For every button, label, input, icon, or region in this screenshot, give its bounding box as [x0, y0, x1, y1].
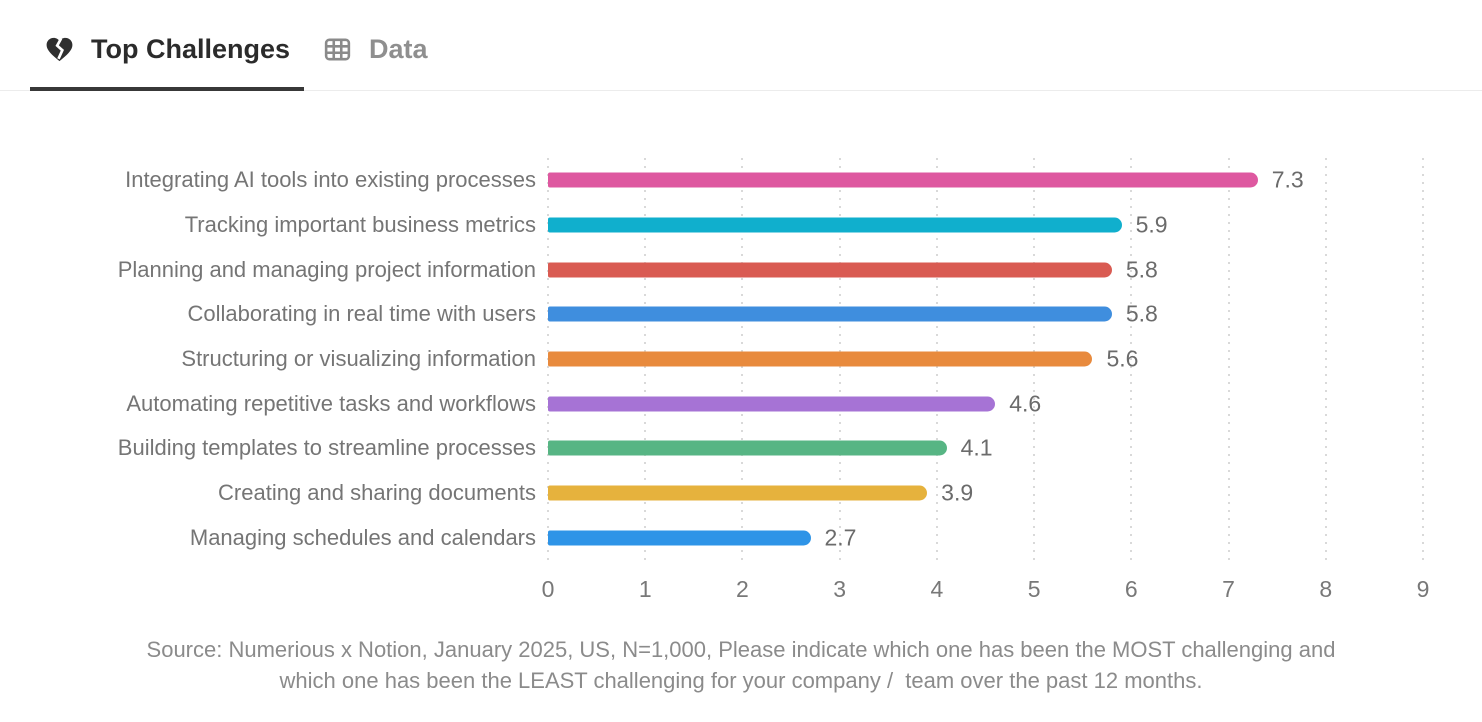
tab-label: Data	[369, 33, 428, 64]
x-tick-label: 1	[638, 576, 652, 602]
category-label: Tracking important business metrics	[184, 212, 536, 237]
category-label: Creating and sharing documents	[218, 480, 536, 506]
chart-row: Structuring or visualizing information 5.…	[0, 337, 1482, 382]
x-tick-label: 0	[541, 576, 555, 602]
bar-track: 3.9	[548, 471, 1423, 516]
gridline	[1422, 158, 1424, 560]
chart-rows: Integrating AI tools into existing proce…	[0, 158, 1482, 560]
bar-track: 4.1	[548, 426, 1423, 471]
bar-track: 5.9	[548, 203, 1423, 248]
bar	[548, 396, 996, 412]
table-icon	[322, 34, 353, 65]
bar-track: 7.3	[548, 158, 1423, 203]
bar-track: 5.8	[548, 247, 1423, 292]
bar-track: 4.6	[548, 381, 1423, 426]
gridline	[1227, 158, 1230, 560]
x-tick-label: 3	[833, 576, 847, 602]
x-tick-label: 2	[736, 576, 749, 602]
value-label: 5.6	[1106, 345, 1139, 372]
gridline	[1130, 158, 1133, 560]
value-label: 5.8	[1125, 300, 1158, 327]
value-label: 7.3	[1271, 166, 1304, 193]
chart-row: Automating repetitive tasks and workflow…	[0, 381, 1482, 426]
x-axis: 0 1 2 3 4 5 6 7 8 9	[542, 570, 1430, 612]
x-tick-label: 8	[1319, 576, 1333, 602]
bar	[548, 306, 1112, 322]
value-label: 2.7	[824, 524, 857, 551]
x-tick-label: 5	[1027, 576, 1041, 602]
source-line-1: Source: Numerious x Notion, January 2025…	[146, 637, 1336, 662]
bar	[548, 217, 1122, 233]
value-label: 5.8	[1125, 256, 1158, 283]
chart-row: Managing schedules and calendars 2.7	[0, 515, 1482, 560]
value-label: 4.6	[1009, 390, 1042, 417]
x-tick-label: 6	[1124, 576, 1138, 602]
bar	[548, 351, 1093, 367]
category-label: Managing schedules and calendars	[189, 524, 536, 550]
bar-track: 2.7	[548, 515, 1423, 560]
bar	[548, 530, 811, 546]
chart-row: Creating and sharing documents 3.9	[0, 471, 1482, 516]
chart-row: Tracking important business metrics 5.9	[0, 203, 1482, 248]
chart-row: Building templates to streamline process…	[0, 426, 1482, 471]
value-label: 5.9	[1135, 211, 1168, 238]
bar-track: 5.6	[548, 337, 1423, 382]
broken-heart-icon	[44, 34, 75, 65]
bar-chart: Integrating AI tools into existing proce…	[0, 158, 1482, 612]
gridline	[1324, 158, 1327, 560]
tab-data[interactable]: Data	[308, 0, 442, 90]
source-line-2: which one has been the LEAST challenging…	[279, 668, 1203, 693]
value-label: 4.1	[960, 434, 993, 461]
category-label: Planning and managing project informatio…	[117, 256, 536, 282]
chart-row: Integrating AI tools into existing proce…	[0, 158, 1482, 203]
category-label: Integrating AI tools into existing proce…	[125, 167, 536, 193]
x-tick-label: 9	[1416, 576, 1430, 602]
tab-top-challenges[interactable]: Top Challenges	[30, 0, 305, 91]
chart-row: Collaborating in real time with users 5.8	[0, 292, 1482, 337]
bar	[548, 172, 1258, 188]
category-label: Collaborating in real time with users	[187, 301, 537, 327]
category-label: Automating repetitive tasks and workflow…	[126, 390, 536, 416]
chart-row: Planning and managing project informatio…	[0, 247, 1482, 292]
value-label: 3.9	[941, 479, 974, 506]
bar	[548, 262, 1112, 278]
x-tick-label: 7	[1222, 576, 1235, 602]
category-label: Building templates to streamline process…	[117, 435, 536, 461]
x-tick-label: 4	[930, 576, 944, 602]
tab-label: Top Challenges	[91, 33, 291, 64]
source-note: Source: Numerious x Notion, January 2025…	[0, 634, 1482, 696]
bar	[548, 485, 928, 501]
bar	[548, 440, 947, 456]
tab-bar: Top Challenges Data	[0, 0, 1482, 91]
category-label: Structuring or visualizing information	[181, 346, 536, 372]
bar-track: 5.8	[548, 292, 1423, 337]
